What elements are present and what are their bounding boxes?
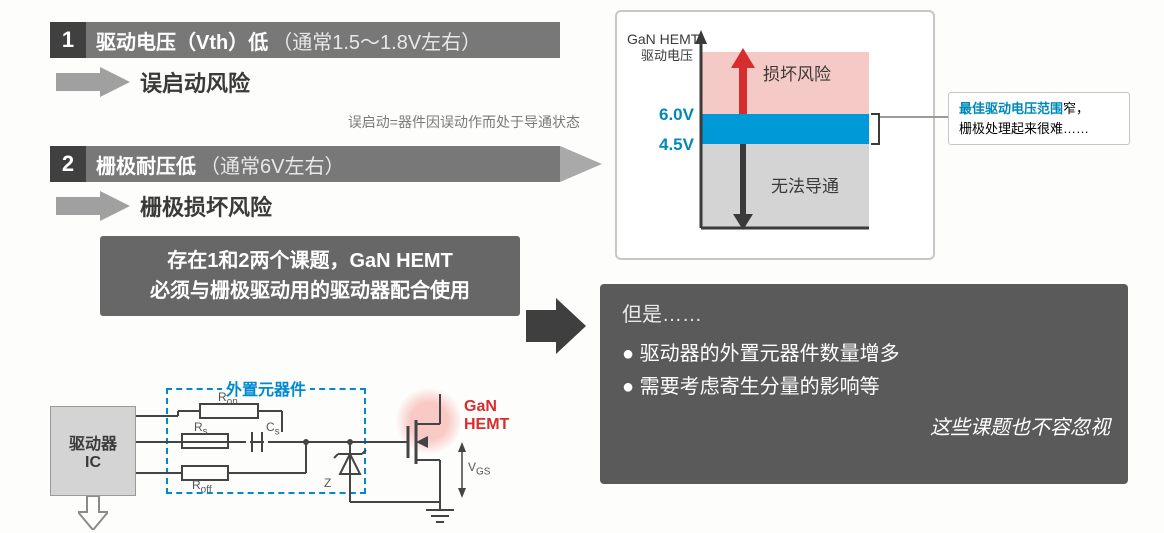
pointer-to-chart-icon <box>560 146 602 182</box>
label-z: Z <box>324 476 331 490</box>
callout-rest2: 栅极处理起来很难…… <box>959 121 1089 136</box>
banner-line2: 必须与栅极驱动用的驱动器配合使用 <box>116 276 504 306</box>
circuit-schematic <box>50 370 520 530</box>
item1-risk-row: 误启动风险 <box>56 66 580 98</box>
callout-bold: 最佳驱动电压范围 <box>959 101 1063 116</box>
chart-v-high: 6.0V <box>659 105 695 124</box>
chart-risk-label: 损坏风险 <box>763 65 831 84</box>
banner-line1: 存在1和2两个课题，GaN HEMT <box>116 246 504 276</box>
item2-title-light: （通常6V左右） <box>200 150 344 179</box>
label-roff: Roff <box>192 478 212 495</box>
conclusion-footer: 这些课题也不容忽视 <box>622 411 1110 440</box>
item1-header: 1 驱动电压（Vth）低 （通常1.5～1.8V左右） <box>50 22 580 58</box>
arrow-right-icon <box>56 191 130 221</box>
item1-risk-text: 误启动风险 <box>140 66 250 98</box>
item1-number: 1 <box>50 22 86 58</box>
item1-title-bold: 驱动电压（Vth）低 <box>96 26 268 55</box>
callout-connector <box>880 116 948 118</box>
circuit-diagram: 驱动器 IC 外置元器件 GaN HEMT <box>50 370 520 530</box>
item1-title-light: （通常1.5～1.8V左右） <box>272 26 481 55</box>
voltage-chart-box: GaN HEMT 驱动电压 6.0V 4.5V 损坏风险 无法导通 <box>615 10 935 260</box>
chart-title-text: GaN HEMT <box>627 31 700 47</box>
center-banner: 存在1和2两个课题，GaN HEMT 必须与栅极驱动用的驱动器配合使用 <box>100 236 520 316</box>
conclusion-heading: 但是…… <box>622 298 1110 327</box>
chart-subtitle-text: 驱动电压 <box>641 48 693 63</box>
item1-title-bar: 驱动电压（Vth）低 （通常1.5～1.8V左右） <box>86 22 560 58</box>
chart-noconduct-label: 无法导通 <box>771 177 839 196</box>
item2-number: 2 <box>50 146 86 182</box>
item2-risk-row: 栅极损坏风险 <box>56 190 580 222</box>
conclusion-box: 但是…… ● 驱动器的外置元器件数量增多 ● 需要考虑寄生分量的影响等 这些课题… <box>600 284 1128 484</box>
item2-header: 2 栅极耐压低 （通常6V左右） <box>50 146 580 182</box>
conclusion-bullet-1: ● 驱动器的外置元器件数量增多 <box>622 337 1110 366</box>
label-vgs: VGS <box>468 460 490 477</box>
item2-title-bold: 栅极耐压低 <box>96 150 196 179</box>
label-ron: Ron <box>218 390 238 407</box>
conclusion-bullet-2: ● 需要考虑寄生分量的影响等 <box>622 370 1110 399</box>
arrow-right-icon <box>56 67 130 97</box>
label-rs: Rs <box>194 420 208 437</box>
item2-risk-text: 栅极损坏风险 <box>140 190 272 222</box>
arrow-to-conclusion-icon <box>526 298 586 354</box>
label-cs: Cs <box>266 420 280 437</box>
voltage-chart: GaN HEMT 驱动电压 6.0V 4.5V 损坏风险 无法导通 <box>623 22 923 252</box>
chart-callout: 最佳驱动电压范围窄， 栅极处理起来很难…… <box>948 92 1130 145</box>
item2-title-bar: 栅极耐压低 （通常6V左右） <box>86 146 560 182</box>
item1-note: 误启动=器件因误动作而处于导通状态 <box>50 112 580 132</box>
callout-rest1: 窄， <box>1063 101 1089 116</box>
chart-v-low: 4.5V <box>659 135 695 154</box>
